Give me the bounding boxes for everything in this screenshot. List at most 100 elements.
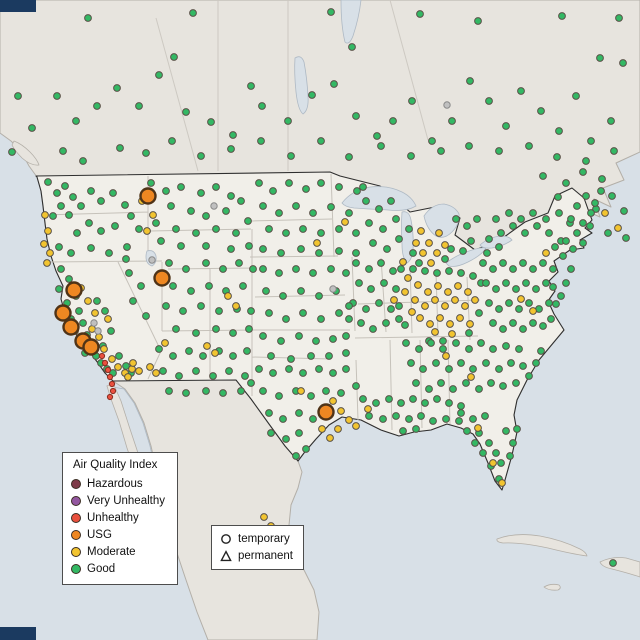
aqi-marker-good[interactable] <box>477 339 485 347</box>
aqi-marker-good[interactable] <box>307 352 315 360</box>
aqi-marker-good[interactable] <box>84 14 92 22</box>
aqi-marker-good[interactable] <box>479 449 487 457</box>
aqi-marker-good[interactable] <box>562 179 570 187</box>
aqi-marker-good[interactable] <box>235 259 243 267</box>
aqi-marker-good[interactable] <box>509 222 517 230</box>
aqi-marker-good[interactable] <box>215 307 223 315</box>
aqi-marker-good[interactable] <box>355 279 363 287</box>
aqi-marker-good[interactable] <box>227 192 235 200</box>
aqi-marker-good[interactable] <box>225 367 233 375</box>
aqi-marker-good[interactable] <box>269 369 277 377</box>
aqi-marker-moderate[interactable] <box>431 296 439 304</box>
aqi-marker-good[interactable] <box>497 459 505 467</box>
aqi-marker-moderate[interactable] <box>135 367 143 375</box>
aqi-marker-good[interactable] <box>433 269 441 277</box>
aqi-marker-good[interactable] <box>237 387 245 395</box>
aqi-marker-good[interactable] <box>315 249 323 257</box>
aqi-marker-good[interactable] <box>93 102 101 110</box>
aqi-marker-good[interactable] <box>579 168 587 176</box>
aqi-marker-good[interactable] <box>335 183 343 191</box>
aqi-marker-usg_large[interactable] <box>62 318 80 336</box>
aqi-marker-good[interactable] <box>459 247 467 255</box>
aqi-marker-good[interactable] <box>352 259 360 267</box>
aqi-marker-good[interactable] <box>109 189 117 197</box>
aqi-marker-good[interactable] <box>352 249 360 257</box>
aqi-marker-good[interactable] <box>125 269 133 277</box>
aqi-marker-good[interactable] <box>469 272 477 280</box>
aqi-marker-good[interactable] <box>53 92 61 100</box>
aqi-marker-good[interactable] <box>187 287 195 295</box>
aqi-marker-moderate[interactable] <box>326 434 334 442</box>
aqi-marker-good[interactable] <box>317 315 325 323</box>
aqi-marker-good[interactable] <box>317 229 325 237</box>
aqi-marker-good[interactable] <box>329 335 337 343</box>
aqi-marker-good[interactable] <box>175 372 183 380</box>
aqi-marker-good[interactable] <box>522 279 530 287</box>
aqi-marker-good[interactable] <box>14 92 22 100</box>
aqi-marker-moderate[interactable] <box>427 259 435 267</box>
aqi-marker-good[interactable] <box>205 282 213 290</box>
aqi-marker-good[interactable] <box>212 183 220 191</box>
aqi-marker-good[interactable] <box>385 395 393 403</box>
aqi-marker-good[interactable] <box>365 219 373 227</box>
aqi-marker-good[interactable] <box>441 255 449 263</box>
aqi-marker-good[interactable] <box>345 209 353 217</box>
aqi-marker-good[interactable] <box>397 265 405 273</box>
aqi-marker-good[interactable] <box>515 345 523 353</box>
aqi-marker-good[interactable] <box>542 279 550 287</box>
aqi-marker-good[interactable] <box>342 349 350 357</box>
aqi-marker-good[interactable] <box>421 399 429 407</box>
aqi-marker-moderate[interactable] <box>341 218 349 226</box>
aqi-marker-good[interactable] <box>512 285 520 293</box>
aqi-marker-moderate[interactable] <box>203 342 211 350</box>
aqi-marker-good[interactable] <box>572 92 580 100</box>
aqi-marker-good[interactable] <box>392 412 400 420</box>
aqi-marker-good[interactable] <box>598 175 606 183</box>
aqi-marker-good[interactable] <box>529 265 537 273</box>
aqi-marker-usg_large[interactable] <box>139 187 157 205</box>
aqi-marker-moderate[interactable] <box>149 211 157 219</box>
aqi-marker-good[interactable] <box>545 299 553 307</box>
aqi-marker-good[interactable] <box>229 352 237 360</box>
aqi-marker-good[interactable] <box>312 337 320 345</box>
aqi-marker-good[interactable] <box>412 425 420 433</box>
aqi-marker-good[interactable] <box>122 255 130 263</box>
aqi-marker-good[interactable] <box>116 144 124 152</box>
aqi-marker-good[interactable] <box>162 187 170 195</box>
aqi-marker-usg_large[interactable] <box>82 338 100 356</box>
aqi-marker-good[interactable] <box>269 187 277 195</box>
aqi-marker-no_data[interactable] <box>94 327 102 335</box>
aqi-marker-good[interactable] <box>587 137 595 145</box>
aqi-marker-good[interactable] <box>197 152 205 160</box>
aqi-marker-good[interactable] <box>610 147 618 155</box>
aqi-marker-good[interactable] <box>591 199 599 207</box>
aqi-marker-good[interactable] <box>59 147 67 155</box>
aqi-marker-moderate[interactable] <box>601 209 609 217</box>
aqi-marker-good[interactable] <box>573 202 581 210</box>
aqi-marker-good[interactable] <box>471 439 479 447</box>
aqi-marker-good[interactable] <box>402 339 410 347</box>
aqi-marker-usg_large[interactable] <box>54 304 72 322</box>
aqi-marker-moderate[interactable] <box>614 224 622 232</box>
aqi-marker-good[interactable] <box>229 131 237 139</box>
aqi-marker-good[interactable] <box>437 379 445 387</box>
aqi-marker-good[interactable] <box>465 329 473 337</box>
aqi-marker-good[interactable] <box>379 225 387 233</box>
aqi-marker-good[interactable] <box>395 315 403 323</box>
aqi-marker-good[interactable] <box>192 367 200 375</box>
aqi-marker-good[interactable] <box>55 285 63 293</box>
aqi-marker-good[interactable] <box>317 179 325 187</box>
aqi-marker-good[interactable] <box>482 279 490 287</box>
aqi-marker-good[interactable] <box>342 365 350 373</box>
aqi-marker-good[interactable] <box>142 149 150 157</box>
aqi-marker-good[interactable] <box>309 415 317 423</box>
aqi-marker-good[interactable] <box>412 379 420 387</box>
aqi-marker-good[interactable] <box>353 187 361 195</box>
aqi-marker-moderate[interactable] <box>41 211 49 219</box>
aqi-marker-moderate[interactable] <box>211 349 219 357</box>
aqi-marker-good[interactable] <box>330 80 338 88</box>
aqi-marker-good[interactable] <box>375 299 383 307</box>
aqi-marker-good[interactable] <box>377 259 385 267</box>
aqi-marker-good[interactable] <box>187 207 195 215</box>
aqi-marker-good[interactable] <box>433 395 441 403</box>
